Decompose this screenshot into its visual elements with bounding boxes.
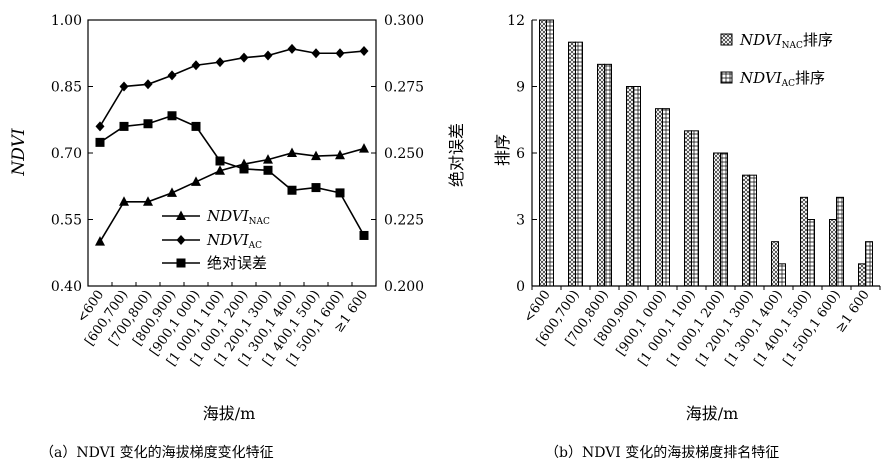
b-bar-nac (626, 86, 634, 287)
a-triangle-marker (359, 143, 369, 153)
a-triangle-marker (287, 147, 297, 157)
b-bar-nac (713, 152, 721, 287)
b-bar-ac (662, 108, 670, 287)
a-triangle-marker (191, 176, 201, 186)
a-diamond-marker (95, 121, 105, 132)
a-square-marker (263, 165, 273, 175)
a-series-line (99, 147, 365, 243)
b-y-tick-label: 9 (516, 80, 525, 96)
a-series-line (99, 47, 365, 127)
a-square-marker (143, 119, 153, 129)
b-bar-nac (771, 241, 779, 287)
b-bar-ac (749, 174, 757, 287)
a-right-tick-label: 0.225 (384, 213, 424, 229)
a-left-tick-label: 0.85 (51, 80, 82, 96)
b-ylabel: 排序 (493, 134, 512, 166)
b-bar-ac (720, 152, 728, 287)
a-diamond-marker (119, 81, 129, 92)
a-left-tick-label: 0.40 (51, 279, 82, 295)
b-bar-nac (568, 41, 576, 287)
b-bar-nac (655, 108, 663, 287)
b-y-tick-label: 12 (507, 13, 525, 29)
a-diamond-marker (287, 43, 297, 54)
a-diamond-marker (167, 70, 177, 81)
a-square-marker (95, 137, 105, 147)
a-right-tick-label: 0.275 (384, 80, 424, 96)
a-square-marker (239, 164, 249, 174)
b-y-tick-label: 0 (516, 279, 525, 295)
chart-a: 0.40 0.55 0.70 0.85 1.00 0.200 0.225 0.250 0.275… (9, 13, 466, 461)
a-diamond-marker (359, 46, 369, 57)
a-diamond-marker (143, 79, 153, 90)
a-left-tick-label: 0.70 (51, 146, 82, 162)
a-diamond-marker (263, 50, 273, 61)
b-legend-label: NDVIAC排序 (739, 69, 825, 89)
b-legend-swatch-ac (720, 71, 733, 84)
b-xlabel: 海拔/m (686, 404, 739, 423)
b-bar-nac (597, 63, 605, 287)
a-square-marker (311, 183, 321, 193)
a-legend-square (176, 258, 186, 268)
chart-b: 036912<600[600,700)[700,800)[800,900)[90… (493, 13, 881, 461)
b-caption: （b）NDVI 变化的海拔梯度排名特征 (545, 445, 779, 461)
a-legend-label: 绝对误差 (207, 254, 267, 272)
b-bar-ac (633, 86, 641, 287)
a-right-tick-label: 0.300 (384, 13, 424, 29)
a-legend-triangle (176, 210, 186, 220)
b-bar-nac (684, 130, 692, 287)
a-triangle-marker (143, 196, 153, 206)
a-legend: NDVINAC NDVIAC 绝对误差 (162, 207, 270, 272)
a-left-ylabel: NDVI (9, 128, 29, 176)
a-square-marker (335, 188, 345, 198)
a-legend-diamond (176, 235, 186, 245)
b-bar-nac (858, 263, 866, 287)
b-bar-ac (575, 41, 583, 287)
a-square-marker (287, 185, 297, 195)
a-diamond-marker (335, 48, 345, 59)
b-bar-nac (539, 19, 547, 287)
b-bar-ac (865, 241, 873, 287)
b-bar-ac (807, 219, 815, 287)
a-triangle-marker (95, 236, 105, 246)
a-triangle-marker (119, 196, 129, 206)
b-bar-ac (546, 19, 554, 287)
b-bar-ac (604, 63, 612, 287)
a-legend-label: NDVINAC (206, 207, 270, 227)
a-legend-label: NDVIAC (206, 231, 262, 251)
a-square-marker (215, 156, 225, 166)
a-diamond-marker (239, 52, 249, 63)
b-bar-ac (691, 130, 699, 287)
b-legend: NDVINAC排序 NDVIAC排序 (720, 31, 833, 89)
a-square-marker (359, 230, 369, 240)
a-square-marker (167, 111, 177, 121)
a-square-marker (119, 121, 129, 131)
b-legend-label: NDVINAC排序 (739, 31, 833, 51)
a-caption: （a）NDVI 变化的海拔梯度变化特征 (40, 445, 274, 461)
a-diamond-marker (191, 60, 201, 71)
b-bar-nac (829, 219, 837, 287)
a-left-tick-label: 0.55 (51, 213, 82, 229)
b-legend-swatch-nac (720, 33, 733, 46)
a-right-ylabel: 绝对误差 (447, 123, 466, 187)
a-square-marker (191, 121, 201, 131)
a-diamond-marker (215, 57, 225, 68)
a-right-tick-label: 0.250 (384, 146, 424, 162)
a-triangle-marker (263, 154, 273, 164)
b-y-tick-label: 3 (516, 213, 525, 229)
b-bar-nac (742, 174, 750, 287)
b-bar-ac (778, 263, 786, 287)
a-xlabel: 海拔/m (203, 404, 256, 423)
a-right-tick-label: 0.200 (384, 279, 424, 295)
b-bar-nac (800, 196, 808, 287)
b-y-tick-label: 6 (516, 146, 525, 162)
a-diamond-marker (311, 48, 321, 59)
a-left-tick-label: 1.00 (51, 13, 82, 29)
a-triangle-marker (311, 150, 321, 161)
b-bar-ac (836, 196, 844, 287)
a-triangle-marker (215, 165, 225, 175)
a-triangle-marker (335, 149, 345, 160)
a-triangle-marker (167, 187, 177, 197)
